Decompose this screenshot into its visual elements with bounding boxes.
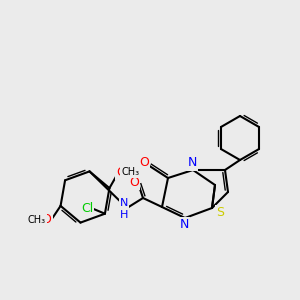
Text: CH₃: CH₃ [28,215,46,225]
Text: O: O [42,213,52,226]
Text: N: N [187,157,197,169]
Text: S: S [216,206,224,220]
Text: O: O [139,157,149,169]
Text: CH₃: CH₃ [122,167,140,177]
Text: O: O [129,176,139,188]
Text: O: O [116,166,126,178]
Text: N: N [179,218,189,232]
Text: N
H: N H [120,198,128,220]
Text: Cl: Cl [81,202,93,215]
